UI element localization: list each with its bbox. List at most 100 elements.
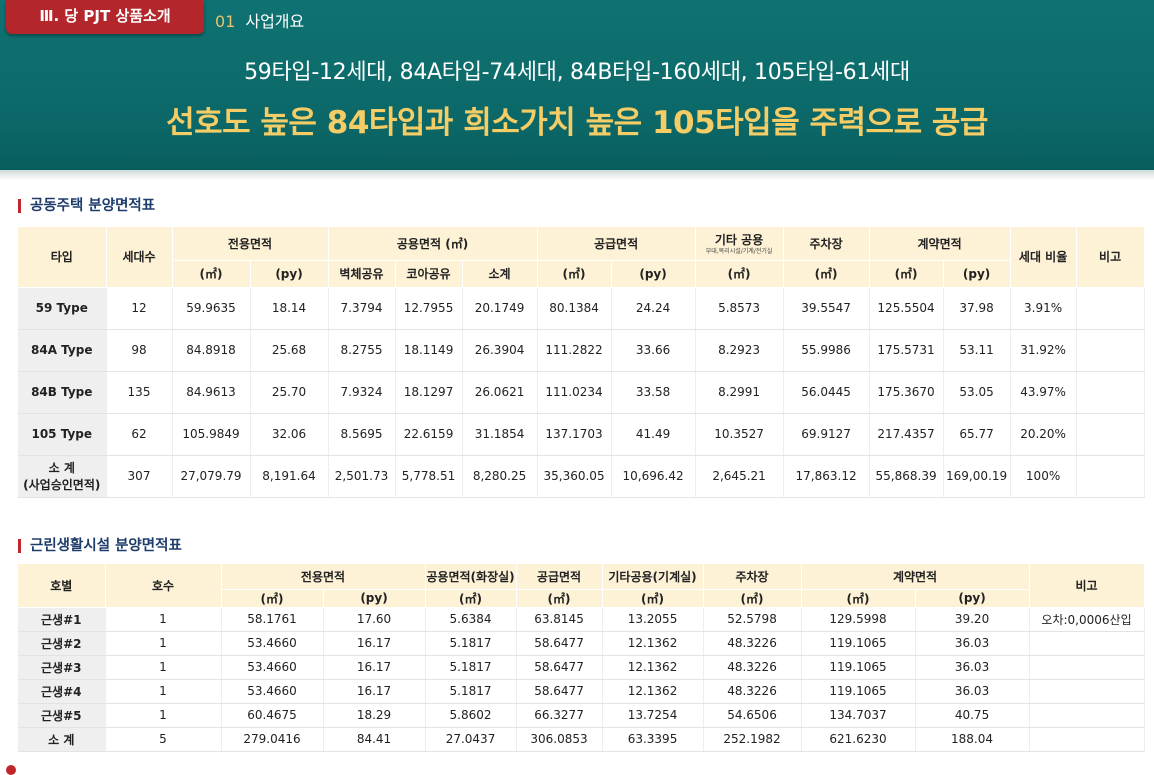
cell-note bbox=[1076, 413, 1145, 456]
cell: 58.6477 bbox=[516, 679, 603, 704]
cell-note: 오차:0,0006산입 bbox=[1029, 607, 1145, 632]
cell: 8,280.25 bbox=[462, 455, 538, 498]
cell: 5.6384 bbox=[425, 607, 517, 632]
cell: 80.1384 bbox=[537, 287, 612, 330]
cell-note bbox=[1076, 371, 1145, 414]
cell: 188.04 bbox=[915, 727, 1030, 752]
cell: 111.2822 bbox=[537, 329, 612, 372]
cell: 8.2991 bbox=[695, 371, 784, 414]
cell: 18.29 bbox=[323, 703, 426, 728]
cell: 7.3794 bbox=[328, 287, 396, 330]
cell: 5.1817 bbox=[425, 679, 517, 704]
cell: 10.3527 bbox=[695, 413, 784, 456]
cell: 24.24 bbox=[611, 287, 696, 330]
cell: 48.3226 bbox=[703, 655, 802, 680]
cell: 5,778.51 bbox=[395, 455, 463, 498]
th-unit: (py) bbox=[943, 260, 1011, 288]
cell: 39.20 bbox=[915, 607, 1030, 632]
cell: 169,00.19 bbox=[943, 455, 1011, 498]
subsection-number: 01 bbox=[215, 12, 236, 31]
subsection-title: 01 사업개요 bbox=[215, 10, 304, 34]
cell-type: 59 Type bbox=[18, 287, 107, 330]
cell: 307 bbox=[106, 455, 173, 498]
th-unit: (㎡) bbox=[516, 589, 603, 608]
cell: 33.66 bbox=[611, 329, 696, 372]
table-row: 105 Type 62 105.9849 32.06 8.5695 22.615… bbox=[18, 413, 1145, 456]
cell: 35,360.05 bbox=[537, 455, 612, 498]
cell: 60.4675 bbox=[221, 703, 324, 728]
th-exclusive: 전용면적 bbox=[221, 564, 426, 590]
cell: 41.49 bbox=[611, 413, 696, 456]
th-parking: 주차장 bbox=[783, 227, 870, 261]
cell: 52.5798 bbox=[703, 607, 802, 632]
cell-total-label: 소 계 (사업승인면적) bbox=[18, 455, 107, 498]
cell: 1 bbox=[105, 655, 222, 680]
cell: 26.3904 bbox=[462, 329, 538, 372]
table-row: 근생#1 1 58.1761 17.60 5.6384 63.8145 13.2… bbox=[18, 607, 1145, 632]
cell: 252.1982 bbox=[703, 727, 802, 752]
cell: 18.1149 bbox=[395, 329, 463, 372]
cell: 8.5695 bbox=[328, 413, 396, 456]
th-unit: (py) bbox=[323, 589, 426, 608]
cell: 20.20% bbox=[1010, 413, 1077, 456]
cell: 27.0437 bbox=[425, 727, 517, 752]
cell-note bbox=[1029, 727, 1145, 752]
cell: 37.98 bbox=[943, 287, 1011, 330]
cell: 17.60 bbox=[323, 607, 426, 632]
cell: 134.7037 bbox=[801, 703, 916, 728]
cell: 119.1065 bbox=[801, 655, 916, 680]
cell: 54.6506 bbox=[703, 703, 802, 728]
th-subtotal: 소계 bbox=[462, 260, 538, 288]
total-sublabel: (사업승인면적) bbox=[23, 478, 101, 492]
cell: 58.1761 bbox=[221, 607, 324, 632]
cell: 55.9986 bbox=[783, 329, 870, 372]
cell: 12.1362 bbox=[602, 679, 704, 704]
cell: 59.9635 bbox=[172, 287, 251, 330]
cell: 119.1065 bbox=[801, 631, 916, 656]
cell-note bbox=[1076, 455, 1145, 498]
cell: 16.17 bbox=[323, 679, 426, 704]
cell-note bbox=[1029, 703, 1145, 728]
cell: 53.11 bbox=[943, 329, 1011, 372]
th-contract: 계약면적 bbox=[801, 564, 1030, 590]
cell: 31.92% bbox=[1010, 329, 1077, 372]
cell: 125.5504 bbox=[869, 287, 944, 330]
cell: 135 bbox=[106, 371, 173, 414]
cell: 33.58 bbox=[611, 371, 696, 414]
cell: 84.9613 bbox=[172, 371, 251, 414]
th-unit: (㎡) bbox=[221, 589, 324, 608]
cell-type: 84A Type bbox=[18, 329, 107, 372]
th-ratio: 세대 비율 bbox=[1010, 227, 1077, 288]
cell: 13.2055 bbox=[602, 607, 704, 632]
cell-note bbox=[1076, 287, 1145, 330]
cell: 25.68 bbox=[250, 329, 329, 372]
th-unit: (㎡) bbox=[801, 589, 916, 608]
cell: 5.8602 bbox=[425, 703, 517, 728]
cell: 53.4660 bbox=[221, 631, 324, 656]
cell: 63.3395 bbox=[602, 727, 704, 752]
cell: 137.1703 bbox=[537, 413, 612, 456]
cell-unit: 근생#3 bbox=[18, 655, 106, 680]
cell: 36.03 bbox=[915, 655, 1030, 680]
cell-type: 84B Type bbox=[18, 371, 107, 414]
commercial-area-table: 호별 호수 전용면적 공용면적(화장실) 공급면적 기타공용(기계실) 주차장 … bbox=[18, 564, 1145, 752]
cell: 53.4660 bbox=[221, 679, 324, 704]
cell: 3.91% bbox=[1010, 287, 1077, 330]
cell: 48.3226 bbox=[703, 679, 802, 704]
th-contract: 계약면적 bbox=[869, 227, 1011, 261]
th-households: 세대수 bbox=[106, 227, 173, 288]
total-label: 소 계 bbox=[48, 461, 75, 475]
th-note: 비고 bbox=[1076, 227, 1145, 288]
cell: 48.3226 bbox=[703, 631, 802, 656]
table-row: 근생#5 1 60.4675 18.29 5.8602 66.3277 13.7… bbox=[18, 703, 1145, 728]
cell: 16.17 bbox=[323, 655, 426, 680]
cell: 105.9849 bbox=[172, 413, 251, 456]
cell-note bbox=[1076, 329, 1145, 372]
section-badge: Ⅲ. 당 PJT 상품소개 bbox=[6, 0, 204, 34]
cell: 306.0853 bbox=[516, 727, 603, 752]
th-unit: (㎡) bbox=[602, 589, 704, 608]
cell: 119.1065 bbox=[801, 679, 916, 704]
cell: 111.0234 bbox=[537, 371, 612, 414]
table-total-row: 소 계 5 279.0416 84.41 27.0437 306.0853 63… bbox=[18, 727, 1145, 752]
th-unit: (py) bbox=[250, 260, 329, 288]
